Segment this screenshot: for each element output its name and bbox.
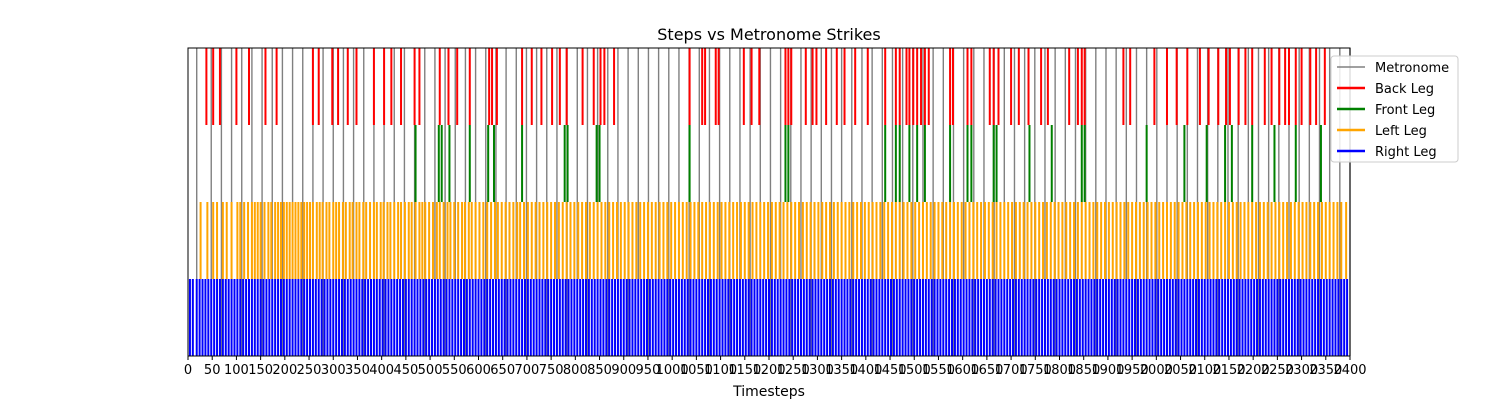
series-front-leg: [414, 125, 1322, 202]
x-tick-label: 1150: [728, 363, 761, 378]
series-right-leg: [188, 279, 1349, 356]
x-tick-label: 700: [515, 363, 540, 378]
x-tick-label: 300: [321, 363, 346, 378]
x-tick-label: 750: [539, 363, 564, 378]
x-tick-label: 2050: [1164, 363, 1197, 378]
x-tick-label: 2200: [1237, 363, 1270, 378]
x-tick-label: 1800: [1043, 363, 1076, 378]
x-tick-label: 850: [587, 363, 612, 378]
legend: Metronome Back Leg Front Leg Left Leg Right …: [1330, 55, 1459, 163]
x-tick-label: 2100: [1188, 363, 1221, 378]
legend-label: Front Leg: [1375, 103, 1435, 118]
x-tick-label: 600: [466, 363, 491, 378]
x-tick-label: 900: [611, 363, 636, 378]
legend-item-metronome: Metronome: [1337, 61, 1449, 76]
x-tick-label: 1950: [1116, 363, 1149, 378]
series-back-leg: [205, 48, 1326, 125]
x-tick-label: 1700: [995, 363, 1028, 378]
x-axis-label: Timesteps: [732, 384, 805, 400]
legend-item-back-leg: Back Leg: [1337, 82, 1434, 97]
x-tick-label: 1650: [970, 363, 1003, 378]
x-tick-label: 800: [563, 363, 588, 378]
x-tick-label: 1400: [849, 363, 882, 378]
x-tick-label: 50: [204, 363, 221, 378]
series-left-leg: [199, 202, 1348, 279]
legend-box: [1330, 55, 1459, 163]
plot-area: [187, 47, 1351, 357]
x-tick-label: 1750: [1019, 363, 1052, 378]
legend-label: Right Leg: [1375, 145, 1437, 160]
x-tick-label: 1900: [1091, 363, 1124, 378]
x-tick-label: 2150: [1212, 363, 1245, 378]
x-tick-label: 1050: [680, 363, 713, 378]
x-tick-label: 1850: [1067, 363, 1100, 378]
x-tick-label: 550: [442, 363, 467, 378]
x-tick-label: 200: [272, 363, 297, 378]
x-tick-label: 1500: [898, 363, 931, 378]
x-tick-label: 1450: [873, 363, 906, 378]
x-tick-label: 950: [636, 363, 661, 378]
x-tick-label: 350: [345, 363, 370, 378]
legend-item-left-leg: Left Leg: [1337, 124, 1427, 139]
x-tick-label: 1000: [656, 363, 689, 378]
x-tick-label: 2000: [1140, 363, 1173, 378]
x-axis: 0 50 100 150 200 250 300 350 400 450 500 550 600 650 7…: [184, 356, 1367, 378]
x-tick-label: 1100: [704, 363, 737, 378]
x-tick-label: 2350: [1309, 363, 1342, 378]
legend-label: Back Leg: [1375, 82, 1434, 97]
legend-item-front-leg: Front Leg: [1337, 103, 1435, 118]
x-tick-label: 500: [418, 363, 443, 378]
x-tick-label: 650: [490, 363, 515, 378]
x-tick-label: 2300: [1285, 363, 1318, 378]
x-tick-label: 1200: [752, 363, 785, 378]
x-tick-label: 2400: [1333, 363, 1366, 378]
x-tick-label: 1250: [777, 363, 810, 378]
legend-item-right-leg: Right Leg: [1337, 145, 1437, 160]
x-tick-label: 150: [248, 363, 273, 378]
legend-label: Left Leg: [1375, 124, 1427, 139]
x-tick-label: 1550: [922, 363, 955, 378]
x-tick-label: 450: [393, 363, 418, 378]
x-tick-label: 100: [224, 363, 249, 378]
x-tick-label: 400: [369, 363, 394, 378]
chart-title: Steps vs Metronome Strikes: [657, 25, 880, 44]
x-tick-label: 1600: [946, 363, 979, 378]
x-tick-label: 2250: [1261, 363, 1294, 378]
x-tick-label: 250: [297, 363, 322, 378]
x-tick-label: 0: [184, 363, 192, 378]
legend-label: Metronome: [1375, 61, 1449, 76]
x-tick-label: 1350: [825, 363, 858, 378]
x-tick-label: 1300: [801, 363, 834, 378]
